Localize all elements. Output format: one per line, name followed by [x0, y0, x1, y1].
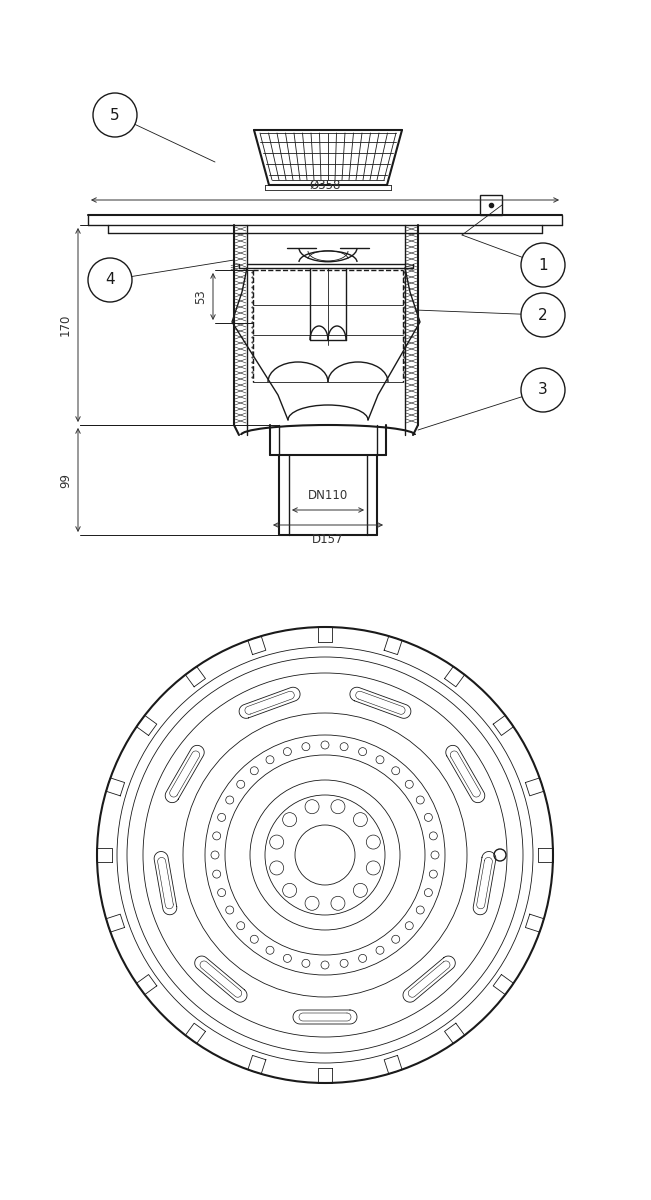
Circle shape — [521, 242, 565, 287]
Text: 5: 5 — [110, 108, 120, 122]
Circle shape — [521, 293, 565, 337]
Text: DN110: DN110 — [308, 490, 348, 502]
Circle shape — [521, 368, 565, 412]
Text: 4: 4 — [105, 272, 115, 288]
Text: 53: 53 — [194, 289, 207, 304]
Text: D157: D157 — [312, 533, 344, 546]
Bar — [480, 194, 502, 215]
Text: 2: 2 — [538, 307, 547, 323]
Text: 1: 1 — [538, 258, 547, 272]
Circle shape — [93, 92, 137, 137]
Text: 170: 170 — [59, 314, 72, 336]
Text: 99: 99 — [59, 473, 72, 487]
Text: 3: 3 — [538, 383, 548, 397]
Circle shape — [88, 258, 132, 302]
Text: Ø358: Ø358 — [309, 179, 340, 192]
